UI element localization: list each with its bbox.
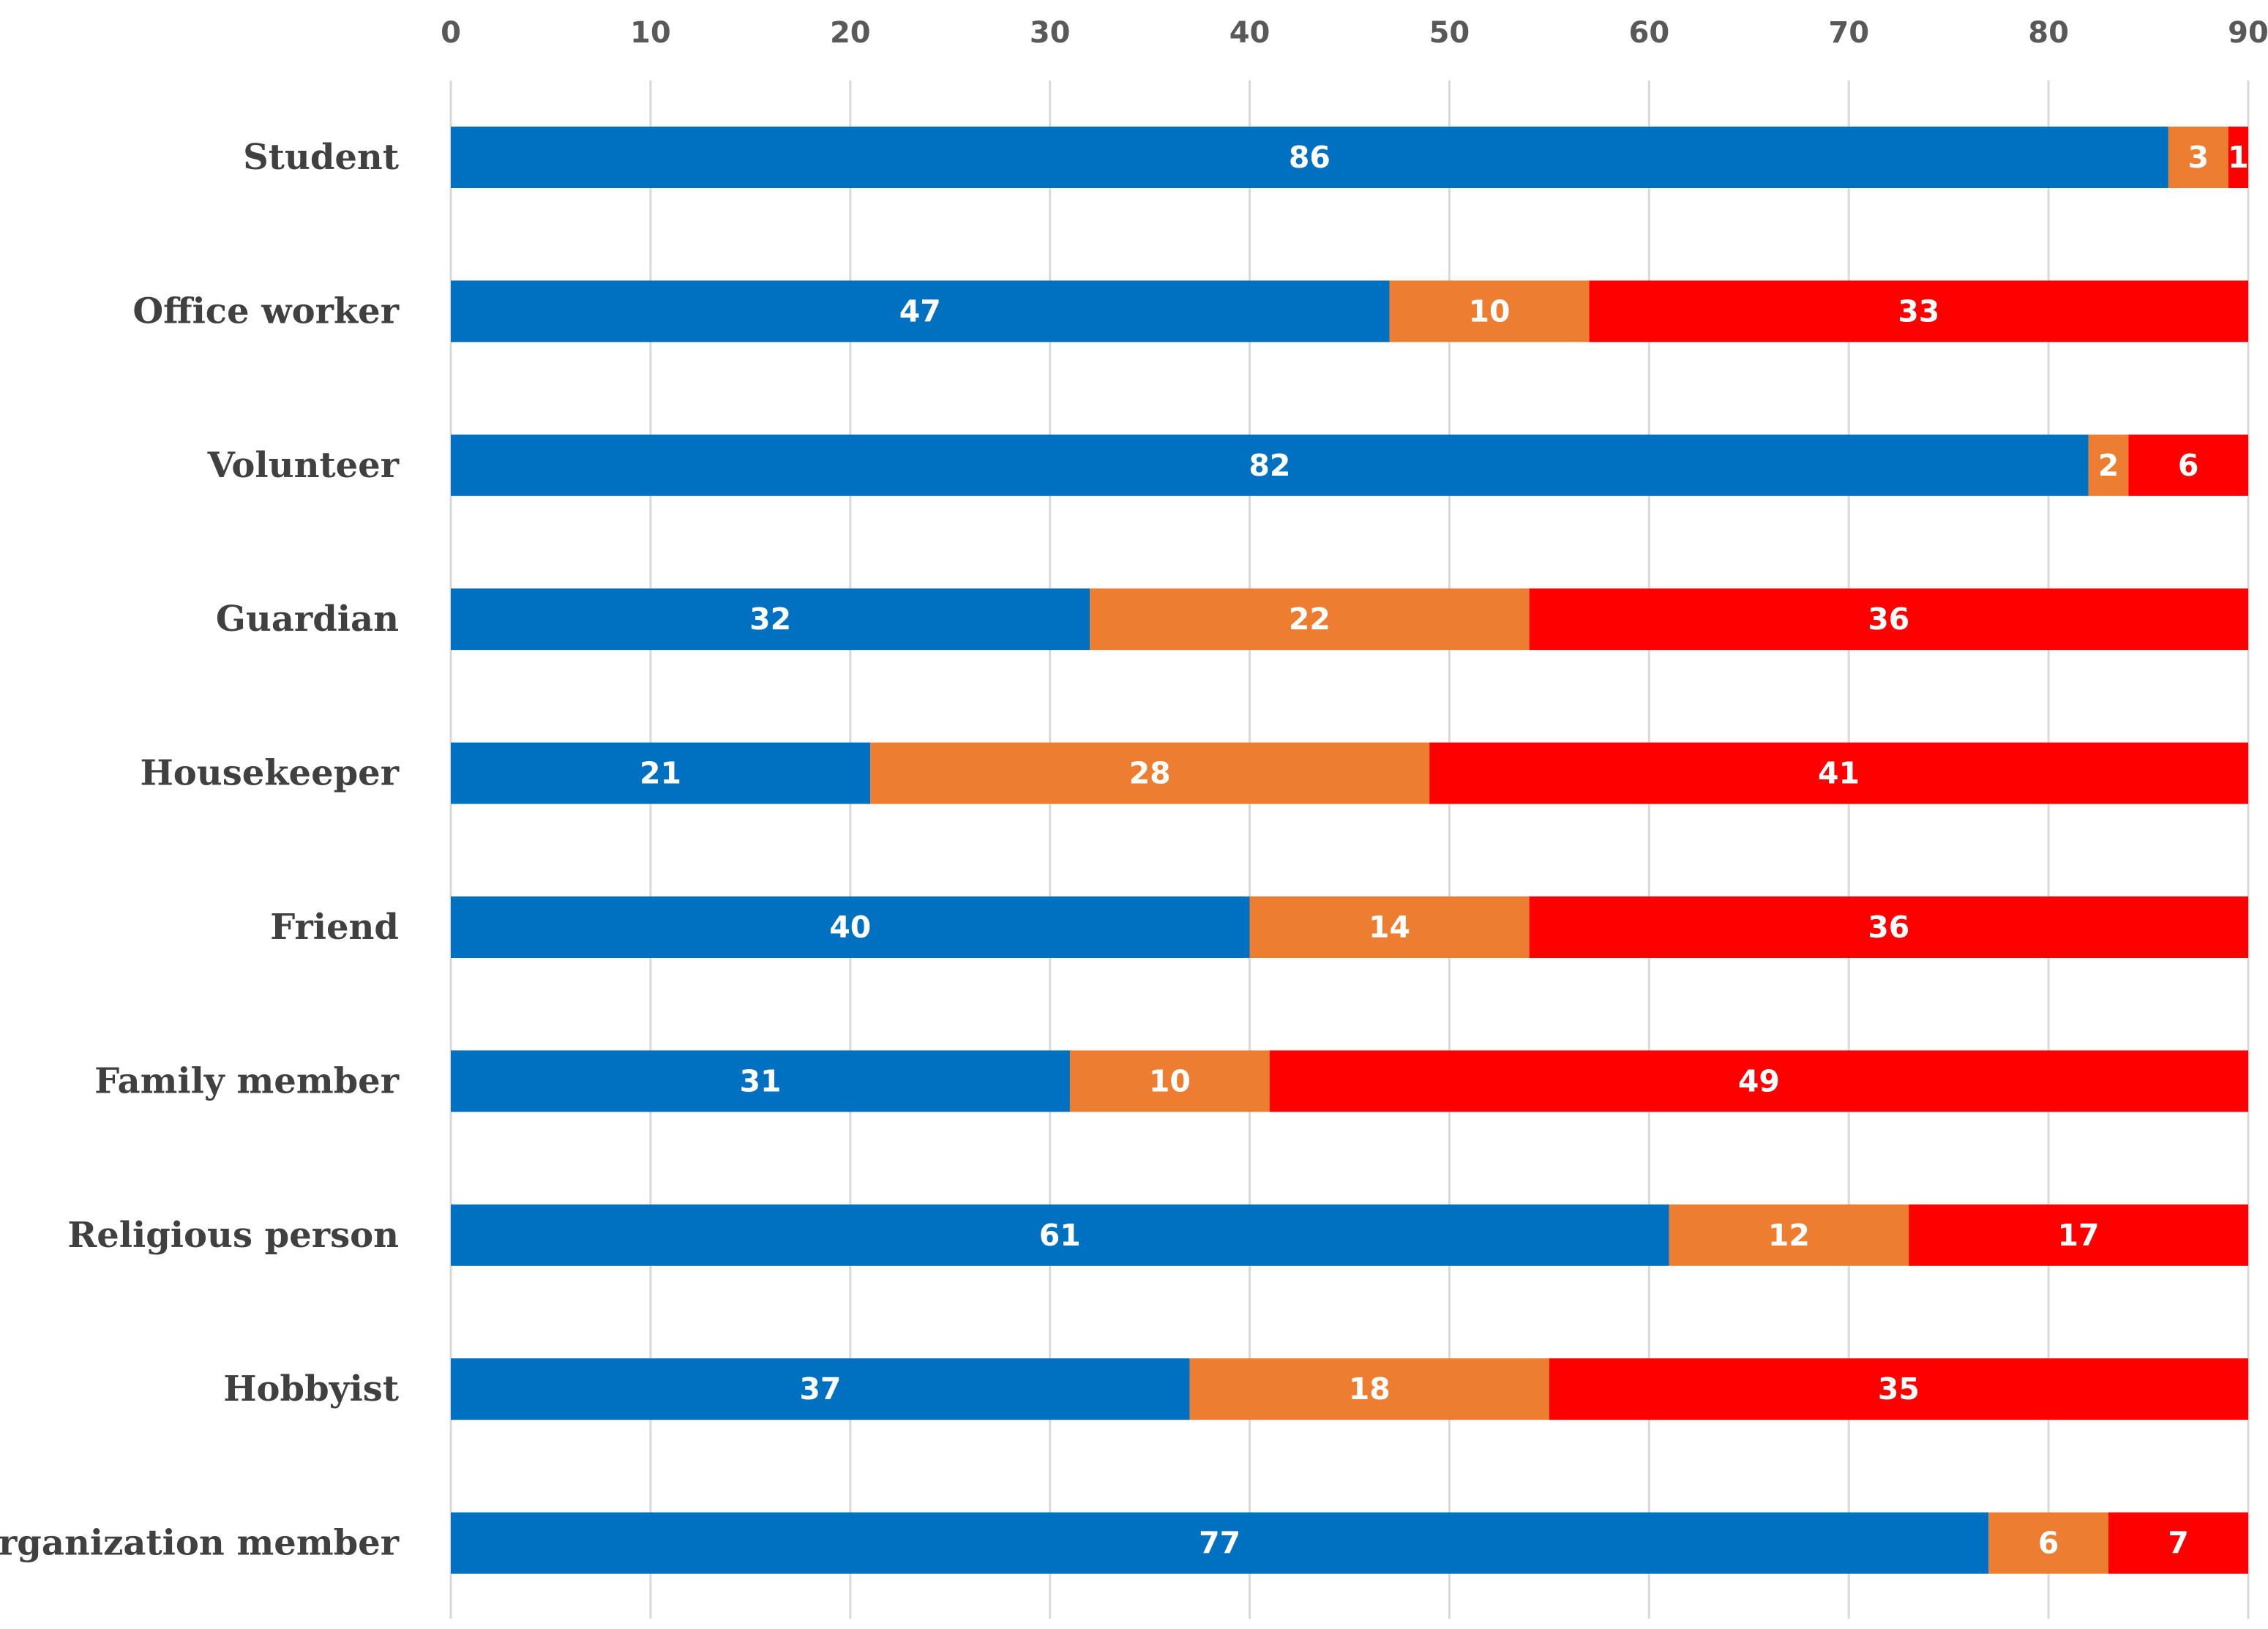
x-tick-label: 60 — [1628, 16, 1669, 50]
bar-value-label: 33 — [1898, 293, 1939, 329]
x-tick-label: 40 — [1230, 16, 1270, 50]
bar-value-label: 32 — [749, 602, 791, 637]
bar-value-label: 77 — [1199, 1526, 1240, 1561]
bar-value-label: 6 — [2178, 448, 2199, 483]
bar-segment — [451, 1050, 1070, 1112]
bar-value-label: 12 — [1768, 1218, 1810, 1253]
bar-segment — [2108, 1512, 2248, 1574]
bar-value-label: 3 — [2188, 140, 2209, 175]
bar-segment — [1988, 1512, 2108, 1574]
bar-segment — [451, 280, 1390, 342]
bars — [451, 127, 2248, 1574]
x-tick-label: 90 — [2228, 16, 2268, 50]
bar-segment — [451, 1204, 1669, 1266]
bar-segment — [2168, 127, 2228, 188]
bar-value-label: 17 — [2058, 1218, 2100, 1253]
x-tick-label: 70 — [1828, 16, 1869, 50]
bar-value-label: 7 — [2168, 1526, 2189, 1561]
bar-segment — [1249, 896, 1530, 958]
category-label: Friend — [270, 907, 399, 948]
bar-segment — [1589, 280, 2248, 342]
bar-value-label: 41 — [1818, 756, 1860, 791]
bar-segment — [2088, 434, 2129, 496]
bar-segment — [870, 742, 1430, 804]
category-label: Guardian — [216, 599, 399, 640]
x-tick-label: 0 — [441, 16, 461, 50]
bar-segment — [1909, 1204, 2248, 1266]
bar-segment — [2228, 127, 2248, 188]
bar-value-label: 37 — [799, 1371, 841, 1407]
bar-value-label: 10 — [1149, 1063, 1191, 1098]
category-label: Hobbyist — [223, 1368, 399, 1409]
bar-value-label: 2 — [2098, 448, 2119, 483]
x-tick-label: 30 — [1030, 16, 1071, 50]
bar-segment — [1429, 742, 2248, 804]
bar-value-label: 1 — [2228, 140, 2249, 175]
bar-value-label: 18 — [1349, 1371, 1391, 1407]
bar-segment — [451, 434, 2089, 496]
category-label: Religious person — [67, 1215, 399, 1256]
bar-segment — [451, 1512, 1989, 1574]
bar-value-label: 28 — [1129, 756, 1171, 791]
bar-segment — [1269, 1050, 2248, 1112]
bar-segment — [1549, 1358, 2248, 1420]
x-tick-label: 10 — [630, 16, 671, 50]
category-label: Housekeeper — [140, 753, 399, 794]
bar-segment — [1069, 1050, 1270, 1112]
bar-segment — [451, 896, 1250, 958]
bar-segment — [2128, 434, 2248, 496]
bar-segment — [451, 127, 2168, 188]
x-axis-ticks: 0 10 20 30 40 50 60 70 80 90 — [441, 16, 2268, 50]
bar-value-label: 35 — [1878, 1371, 1920, 1407]
category-label: Office worker — [132, 291, 399, 332]
bar-value-label: 21 — [640, 756, 681, 791]
x-tick-label: 50 — [1429, 16, 1470, 50]
category-label: Volunteer — [207, 445, 400, 486]
bar-value-label: 10 — [1468, 293, 1510, 329]
bar-segment — [1669, 1204, 1909, 1266]
bar-segment — [451, 1358, 1190, 1420]
bar-value-label: 31 — [739, 1063, 781, 1098]
x-tick-label: 80 — [2028, 16, 2069, 50]
bar-value-label: 49 — [1738, 1063, 1780, 1098]
bar-value-label: 36 — [1868, 602, 1909, 637]
bar-value-label: 40 — [829, 910, 871, 945]
bar-value-label: 14 — [1369, 910, 1410, 945]
bar-segment — [451, 588, 1090, 651]
category-label: Student — [243, 137, 399, 178]
bar-value-label: 47 — [899, 293, 941, 329]
bar-segment — [1189, 1358, 1549, 1420]
bar-value-label: 61 — [1039, 1218, 1081, 1253]
bar-value-label: 82 — [1249, 448, 1290, 483]
bar-segment — [451, 742, 871, 804]
bar-segment — [1529, 588, 2248, 651]
x-tick-label: 20 — [830, 16, 871, 50]
bar-segment — [1090, 588, 1530, 651]
category-labels: Student Office worker Volunteer Guardian Hou… — [0, 137, 400, 1564]
bar-segment — [1389, 280, 1590, 342]
category-label: Family member — [94, 1060, 400, 1101]
bar-value-label: 36 — [1868, 910, 1909, 945]
bar-value-label: 86 — [1289, 140, 1331, 175]
bar-segment — [1529, 896, 2248, 958]
bar-value-label: 22 — [1289, 602, 1331, 637]
bar-value-label: 6 — [2038, 1526, 2059, 1561]
category-label: Organization member — [0, 1523, 400, 1564]
